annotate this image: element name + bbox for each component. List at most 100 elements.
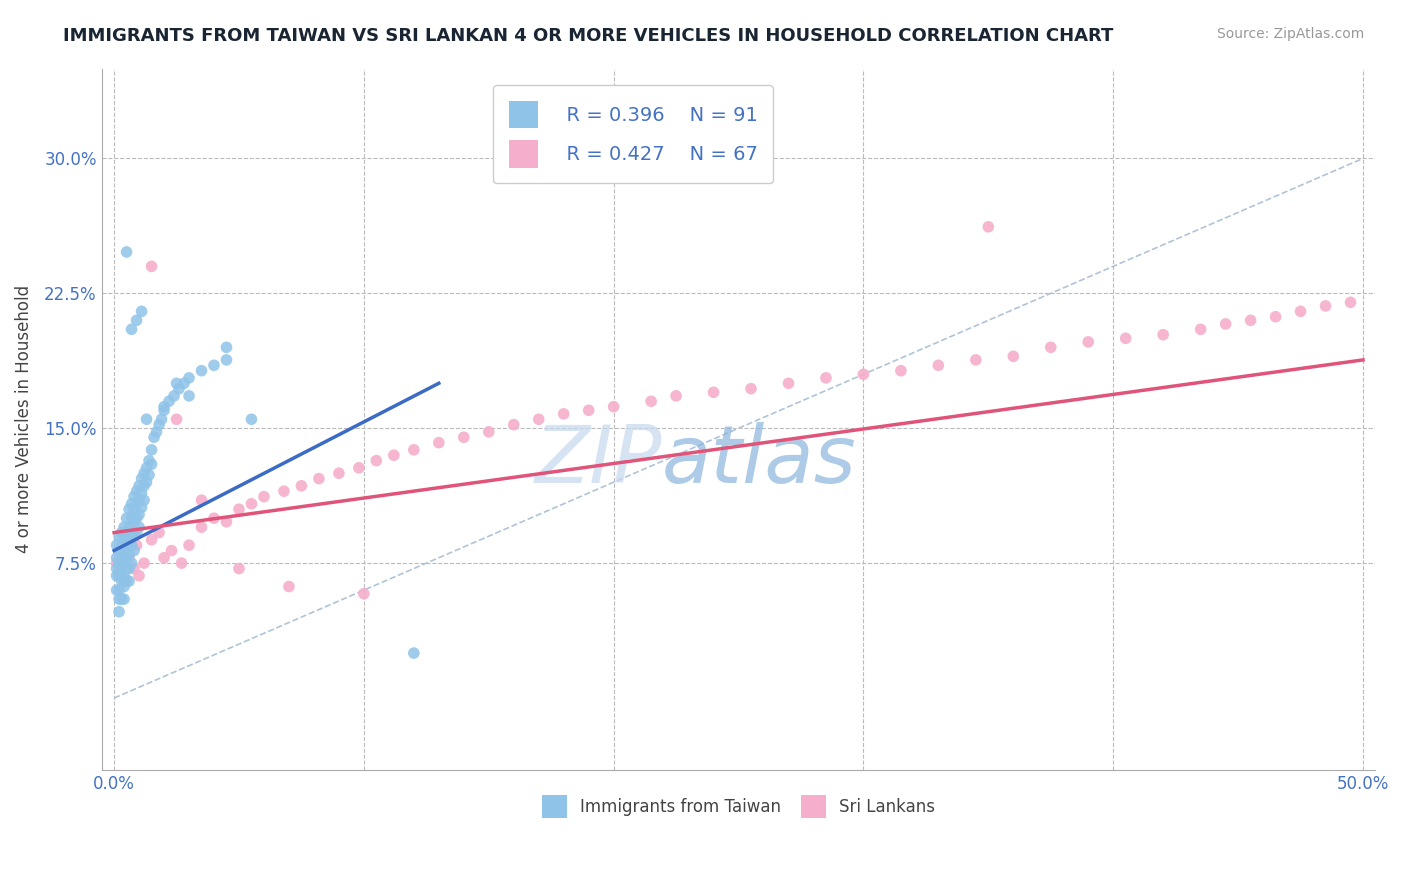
Point [132, 479, 155, 493]
Point [115, 550, 138, 565]
Point [128, 520, 150, 534]
Point [353, 587, 375, 601]
Point [108, 568, 131, 582]
Point [112, 533, 135, 547]
Point [122, 561, 145, 575]
Point [890, 364, 912, 378]
Text: IMMIGRANTS FROM TAIWAN VS SRI LANKAN 4 OR MORE VEHICLES IN HOUSEHOLD CORRELATION: IMMIGRANTS FROM TAIWAN VS SRI LANKAN 4 O… [63, 27, 1114, 45]
Point [1189, 322, 1212, 336]
Point [110, 565, 132, 579]
Point [215, 340, 238, 354]
Point [527, 412, 550, 426]
Point [173, 376, 195, 391]
Point [366, 453, 388, 467]
Point [128, 493, 150, 508]
Point [118, 533, 141, 547]
Point [578, 403, 600, 417]
Point [977, 219, 1000, 234]
Point [253, 490, 276, 504]
Point [122, 529, 145, 543]
Point [478, 425, 501, 439]
Point [290, 479, 312, 493]
Point [118, 561, 141, 575]
Point [112, 592, 135, 607]
Point [131, 472, 153, 486]
Point [308, 472, 330, 486]
Point [167, 382, 190, 396]
Point [1215, 317, 1237, 331]
Point [121, 538, 143, 552]
Point [166, 376, 188, 391]
Point [118, 502, 141, 516]
Point [1289, 304, 1312, 318]
Point [927, 359, 949, 373]
Point [122, 490, 145, 504]
Point [328, 467, 350, 481]
Point [108, 592, 131, 607]
Point [153, 403, 176, 417]
Point [240, 497, 263, 511]
Legend: Immigrants from Taiwan, Sri Lankans: Immigrants from Taiwan, Sri Lankans [536, 788, 942, 825]
Point [190, 364, 212, 378]
Point [128, 479, 150, 493]
Point [347, 460, 370, 475]
Point [228, 502, 250, 516]
Point [852, 368, 875, 382]
Point [125, 538, 148, 552]
Point [105, 550, 128, 565]
Point [112, 543, 135, 558]
Point [190, 493, 212, 508]
Point [115, 538, 138, 552]
Point [121, 511, 143, 525]
Y-axis label: 4 or more Vehicles in Household: 4 or more Vehicles in Household [15, 285, 32, 553]
Point [121, 497, 143, 511]
Point [153, 550, 176, 565]
Point [132, 493, 155, 508]
Point [177, 389, 200, 403]
Point [112, 568, 135, 582]
Point [145, 425, 167, 439]
Point [402, 646, 425, 660]
Point [105, 538, 128, 552]
Point [273, 484, 295, 499]
Point [122, 515, 145, 529]
Point [125, 511, 148, 525]
Point [131, 304, 153, 318]
Point [128, 568, 150, 582]
Point [112, 520, 135, 534]
Point [121, 525, 143, 540]
Point [278, 580, 301, 594]
Point [141, 442, 163, 457]
Point [131, 486, 153, 500]
Point [1264, 310, 1286, 324]
Point [115, 525, 138, 540]
Point [108, 556, 131, 570]
Point [105, 568, 128, 582]
Point [1039, 340, 1062, 354]
Point [110, 538, 132, 552]
Point [110, 525, 132, 540]
Point [108, 583, 131, 598]
Point [105, 583, 128, 598]
Point [118, 550, 141, 565]
Point [105, 561, 128, 575]
Point [108, 568, 131, 582]
Point [112, 556, 135, 570]
Point [110, 592, 132, 607]
Point [132, 467, 155, 481]
Point [128, 508, 150, 522]
Point [502, 417, 524, 432]
Point [163, 389, 186, 403]
Point [125, 313, 148, 327]
Point [1340, 295, 1362, 310]
Point [703, 385, 725, 400]
Point [115, 561, 138, 575]
Point [112, 580, 135, 594]
Point [778, 376, 800, 391]
Text: ZIP: ZIP [534, 422, 662, 500]
Point [132, 556, 155, 570]
Point [115, 574, 138, 589]
Point [125, 525, 148, 540]
Point [115, 511, 138, 525]
Point [118, 520, 141, 534]
